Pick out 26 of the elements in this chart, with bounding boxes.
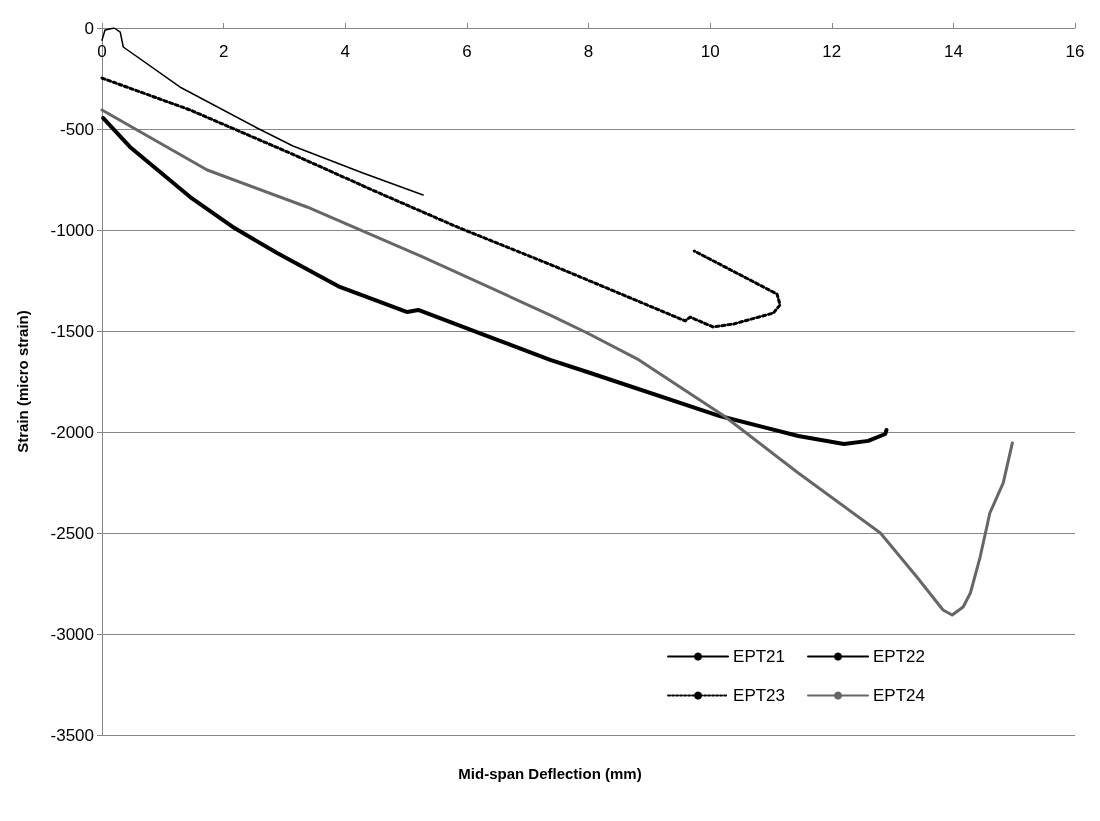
x-tick-label: 12 bbox=[822, 42, 842, 61]
legend-label: EPT22 bbox=[873, 647, 926, 666]
x-tick-label: 4 bbox=[340, 42, 350, 61]
y-tick-label: -2000 bbox=[50, 422, 94, 442]
x-tick-label: 16 bbox=[1065, 42, 1085, 61]
line-series bbox=[100, 108, 1014, 617]
x-tick-label: 0 bbox=[97, 42, 107, 61]
y-tick-label: -3500 bbox=[50, 725, 94, 745]
y-tick-label: -1000 bbox=[50, 220, 94, 240]
y-tick-label: -1500 bbox=[50, 321, 94, 341]
line-series bbox=[101, 116, 889, 446]
x-tick-label: 8 bbox=[583, 42, 594, 61]
legend-label: EPT21 bbox=[733, 647, 786, 666]
x-axis-title: Mid-span Deflection (mm) bbox=[458, 765, 642, 782]
x-tick-label: 2 bbox=[218, 42, 229, 61]
legend-label: EPT23 bbox=[733, 686, 786, 705]
y-tick-label: -3000 bbox=[50, 624, 94, 644]
y-axis-title: Strain (micro strain) bbox=[14, 310, 31, 453]
x-tick-label: 14 bbox=[943, 42, 963, 61]
line-series bbox=[100, 76, 782, 329]
x-tick-label: 10 bbox=[700, 42, 720, 61]
y-tick-label: -500 bbox=[59, 119, 94, 139]
y-tick-label: -2500 bbox=[50, 523, 94, 543]
legend-label: EPT24 bbox=[873, 686, 926, 705]
x-tick-label: 6 bbox=[462, 42, 472, 61]
y-tick-label: 0 bbox=[84, 18, 94, 38]
